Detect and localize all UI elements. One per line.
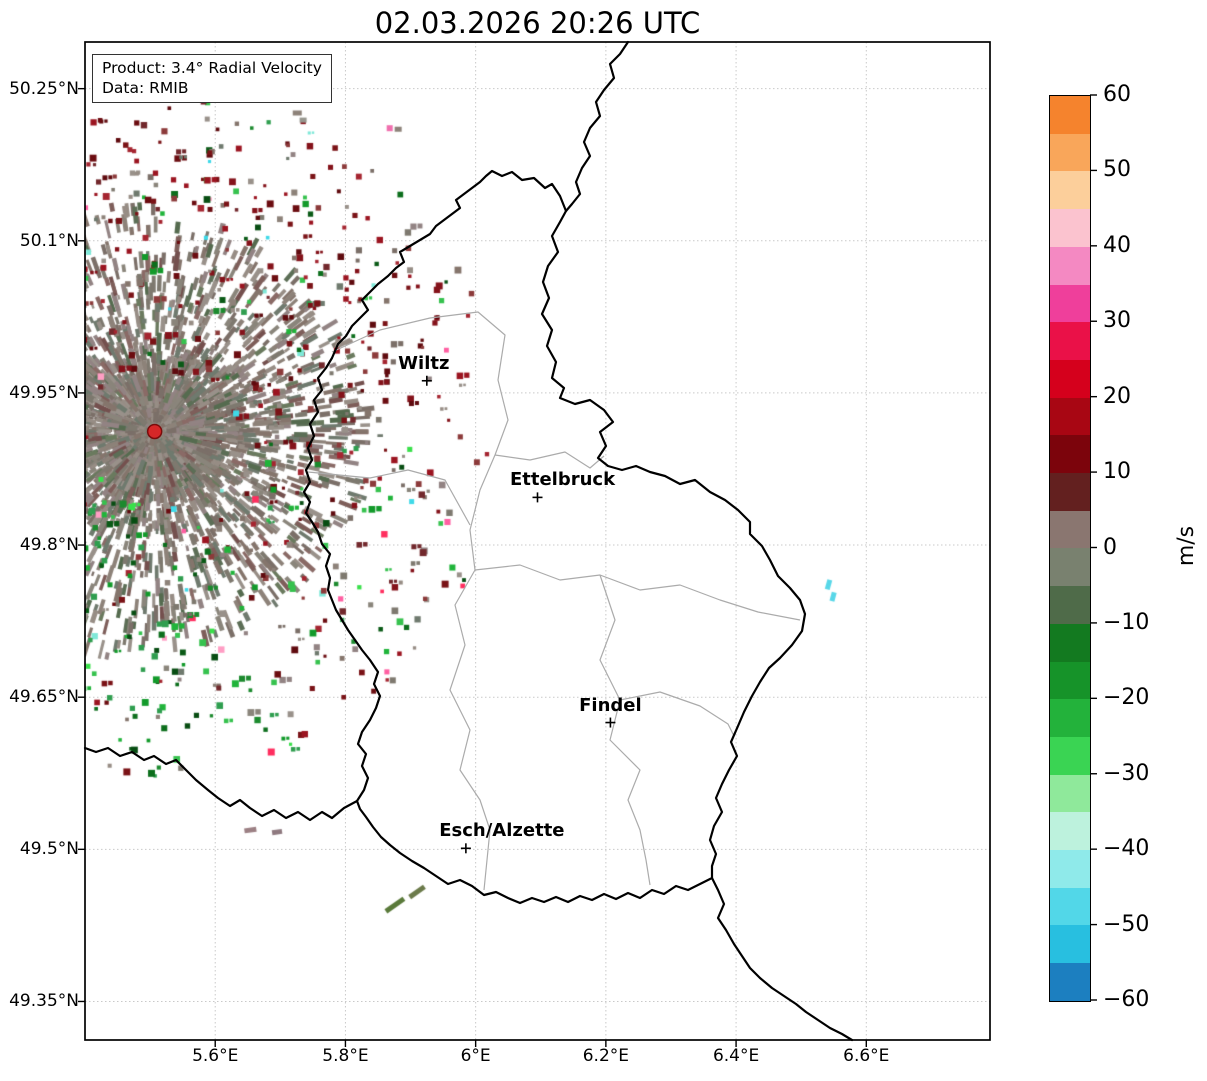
product-info-box: Product: 3.4° Radial Velocity Data: RMIB — [92, 54, 332, 103]
lon-tick-label: 5.6°E — [192, 1046, 239, 1066]
axis-tick-marks — [78, 87, 867, 1047]
colorbar-segment — [1050, 96, 1090, 134]
colorbar-segment — [1050, 812, 1090, 851]
lon-tick-label: 6.4°E — [712, 1046, 760, 1066]
lon-tick-label: 6.2°E — [582, 1046, 629, 1066]
lat-tick-label: 50.1°N — [19, 230, 79, 251]
colorbar-segment — [1050, 887, 1090, 926]
colorbar-tick-label: −20 — [1103, 685, 1150, 711]
canton-border — [307, 469, 471, 526]
colorbar-segment — [1050, 246, 1090, 285]
lat-tick-label: 49.65°N — [9, 687, 79, 708]
country-border-belgium-germany — [564, 40, 630, 213]
colorbar-tick-label: −10 — [1103, 609, 1150, 635]
lat-tick-label: 49.35°N — [9, 991, 79, 1012]
city-markers — [421, 375, 616, 854]
colorbar-segment — [1050, 284, 1090, 323]
colorbar-tick-label: −50 — [1103, 911, 1150, 937]
lat-tick-label: 50.25°N — [9, 78, 79, 99]
lat-tick-label: 49.95°N — [9, 382, 79, 403]
lon-tick-label: 6.6°E — [843, 1046, 890, 1066]
colorbar-segment — [1050, 510, 1090, 549]
colorbar-segment — [1050, 699, 1090, 737]
colorbar-segment — [1050, 586, 1090, 624]
colorbar-tick-label: 60 — [1103, 82, 1131, 107]
country-borders — [83, 40, 854, 1042]
colorbar-tick-label: 10 — [1103, 459, 1131, 485]
colorbar-unit-label: m/s — [1174, 525, 1199, 567]
product-line: Product: 3.4° Radial Velocity — [102, 59, 322, 77]
colorbar-segment — [1050, 473, 1090, 511]
colorbar-segment — [1050, 774, 1090, 813]
country-border-france-germany — [710, 876, 854, 1042]
colorbar-segment — [1050, 133, 1090, 172]
plot-frame — [84, 41, 991, 1041]
colorbar-segment — [1050, 925, 1090, 964]
colorbar-tick-label: −60 — [1103, 987, 1150, 1012]
colorbar-tick-label: −40 — [1103, 836, 1150, 862]
canton-border — [619, 691, 735, 737]
lat-tick-label: 49.8°N — [19, 535, 79, 556]
colorbar-tick-label: 30 — [1103, 308, 1131, 334]
canton-border — [494, 451, 605, 469]
colorbar-tick-label: 50 — [1103, 157, 1131, 183]
colorbar-segment — [1050, 435, 1090, 474]
colorbar — [1049, 95, 1091, 1002]
lon-tick-label: 5.8°E — [322, 1046, 369, 1066]
colorbar-segment — [1050, 171, 1090, 210]
colorbar-segment — [1050, 397, 1090, 436]
colorbar-segment — [1050, 623, 1090, 662]
velocity-speckle-canvas — [85, 42, 990, 1040]
page-title: 02.03.2026 20:26 UTC — [374, 6, 701, 40]
canton-border — [599, 574, 651, 886]
colorbar-segment — [1050, 209, 1090, 247]
colorbar-tick-label: 0 — [1103, 534, 1117, 560]
city-label: Findel — [579, 694, 642, 716]
radar-site-marker — [146, 423, 163, 440]
colorbar-segment — [1050, 359, 1090, 398]
colorbar-segment — [1050, 661, 1090, 700]
colorbar-tick-marks — [1090, 94, 1097, 1001]
colorbar-tick-label: 40 — [1103, 232, 1131, 258]
canton-border — [474, 564, 801, 621]
city-label: Ettelbruck — [509, 469, 616, 491]
colorbar-tick-label: 20 — [1103, 383, 1131, 409]
lon-tick-label: 6°E — [460, 1046, 491, 1066]
colorbar-segment — [1050, 548, 1090, 587]
city-label: Esch/Alzette — [439, 820, 565, 842]
colorbar-segment — [1050, 963, 1090, 1001]
data-source-line: Data: RMIB — [102, 79, 189, 98]
canton-border — [331, 311, 509, 456]
country-border-belgium-france — [83, 746, 359, 822]
colorbar-segment — [1050, 736, 1090, 775]
country-border-luxembourg — [302, 169, 807, 905]
canton-border — [449, 454, 496, 891]
colorbar-tick-label: −30 — [1103, 760, 1150, 786]
city-label: Wiltz — [398, 352, 450, 374]
lat-tick-label: 49.5°N — [19, 839, 79, 860]
colorbar-segment — [1050, 850, 1090, 888]
canton-borders — [307, 311, 801, 891]
colorbar-segment — [1050, 322, 1090, 360]
